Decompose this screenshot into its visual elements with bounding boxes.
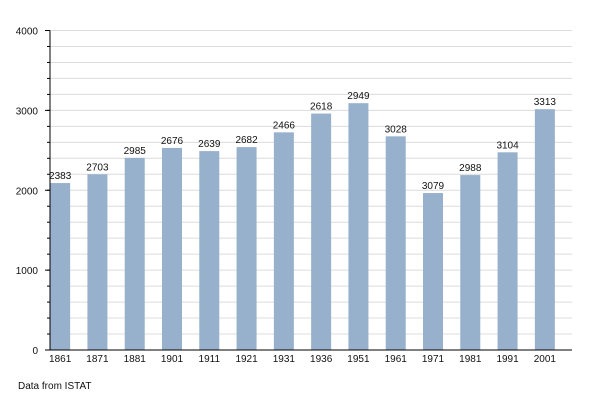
x-tick-label: 1881 (124, 354, 147, 365)
x-tick-label: 1861 (49, 354, 72, 365)
data-label: 2682 (235, 135, 258, 146)
x-tick-label: 1936 (310, 354, 333, 365)
y-tick-label: 0 (32, 346, 38, 357)
x-tick-label: 1911 (199, 354, 221, 365)
x-tick-label: 1991 (496, 354, 519, 365)
data-label: 2703 (86, 162, 109, 173)
data-label: 3313 (534, 97, 557, 108)
bar (236, 147, 257, 350)
bar (497, 152, 518, 350)
source-note: Data from ISTAT (18, 381, 92, 392)
x-tick-label: 1951 (347, 354, 370, 365)
bar (162, 147, 182, 350)
data-label: 2618 (310, 102, 333, 113)
data-label: 2466 (273, 120, 296, 131)
x-tick-label: 1871 (86, 354, 109, 365)
bar (199, 151, 220, 350)
bar (50, 183, 71, 350)
bar (124, 157, 145, 350)
data-label: 3079 (422, 181, 445, 192)
bar (460, 175, 481, 350)
data-label: 3104 (496, 140, 519, 151)
data-label: 2639 (198, 139, 221, 150)
x-tick-label: 1901 (161, 354, 184, 365)
x-tick-label: 1921 (235, 354, 258, 365)
data-label: 2383 (49, 171, 72, 182)
x-tick-label: 1981 (459, 354, 482, 365)
data-label: 2988 (459, 163, 482, 174)
data-label: 3028 (385, 124, 408, 135)
x-tick-label: 2001 (534, 354, 557, 365)
bar (87, 174, 108, 350)
y-tick-label: 4000 (16, 27, 39, 38)
data-label: 2985 (124, 146, 147, 157)
y-tick-label: 1000 (16, 266, 39, 277)
bar (385, 136, 406, 350)
x-tick-label: 1961 (385, 354, 408, 365)
bar (273, 132, 294, 350)
y-tick-label: 3000 (16, 106, 39, 117)
data-label: 2949 (347, 91, 370, 102)
bar (534, 109, 555, 350)
data-label: 2676 (161, 136, 184, 147)
x-tick-label: 1931 (273, 354, 296, 365)
bar (423, 193, 443, 350)
bar (348, 103, 369, 350)
bar (311, 113, 332, 350)
y-tick-label: 2000 (16, 186, 39, 197)
x-tick-label: 1971 (422, 354, 445, 365)
